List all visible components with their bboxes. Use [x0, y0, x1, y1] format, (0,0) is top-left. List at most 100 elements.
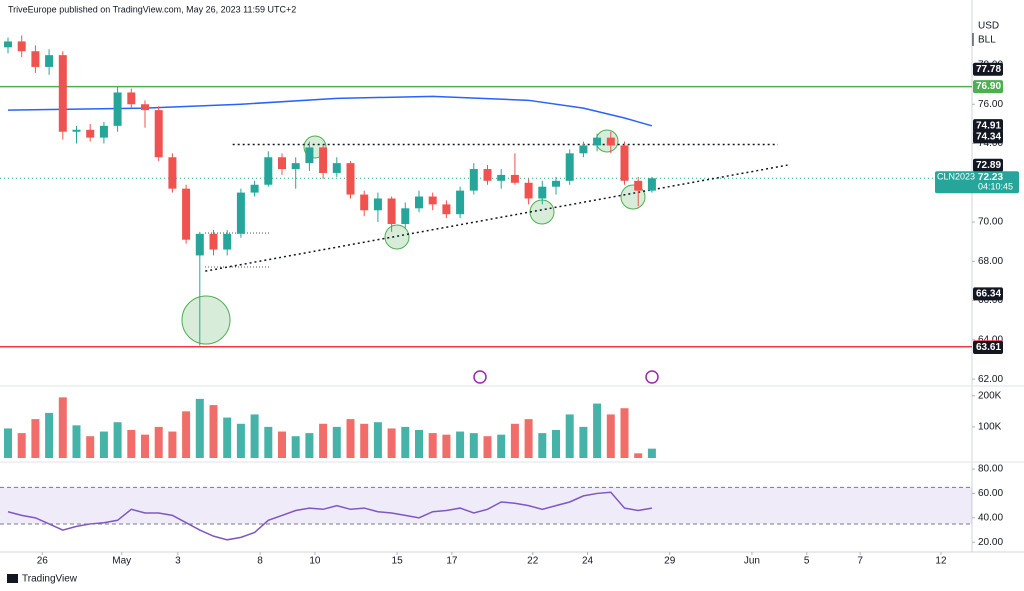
candle-body [456, 190, 465, 215]
currency: USD [978, 21, 999, 32]
candle-body [332, 163, 341, 173]
volume-bar [58, 397, 67, 458]
candle-body [524, 182, 533, 199]
candle-body [250, 184, 259, 193]
price-badge-label: 63.61 [976, 342, 1001, 353]
rsi-tick-label: 80.00 [978, 464, 1003, 475]
x-tick-label: 15 [392, 556, 404, 567]
candle-body [319, 147, 328, 173]
candle-body [305, 147, 314, 164]
circle [384, 224, 410, 250]
volume-bar [497, 434, 506, 458]
candle-body [401, 208, 410, 225]
candle-body [387, 198, 396, 225]
rsi-tick-label: 20.00 [978, 537, 1003, 548]
candle-body [168, 157, 177, 189]
circle [620, 184, 646, 210]
volume-bar [319, 423, 328, 458]
x-tick-label: Jun [744, 556, 760, 567]
y-tick-label: 76.00 [978, 99, 1003, 110]
volume-tick-label: 200K [978, 390, 1002, 401]
rsi-tick-label: 60.00 [978, 488, 1003, 499]
x-tick-label: May [112, 556, 131, 567]
candle-body [552, 180, 560, 187]
candle-body [209, 233, 218, 250]
candle-body [593, 137, 602, 146]
volume-bar [524, 419, 533, 458]
candle-body [45, 55, 54, 67]
volume-bar [305, 433, 314, 458]
candle-body [469, 169, 478, 191]
y-tick-label: 66.00 [978, 295, 1003, 306]
volume-bar [168, 431, 177, 458]
volume-bar [291, 436, 300, 458]
moving-average [7, 95, 653, 127]
volume-bar [565, 414, 574, 458]
price-badge-label: 77.78 [976, 64, 1001, 75]
candle-body [538, 186, 547, 199]
brand: TradingView [22, 574, 78, 585]
volume-bar [483, 436, 492, 458]
candle-body [182, 188, 191, 240]
volume-bar [620, 408, 629, 458]
price-badge [973, 158, 1003, 172]
volume-bar [4, 428, 12, 458]
y-tick-label: 74.00 [978, 138, 1003, 149]
candle-body [195, 233, 204, 256]
candle-body [113, 92, 122, 126]
candle-body [606, 137, 615, 146]
volume-bar [72, 425, 81, 458]
y-tick-label: 70.00 [978, 217, 1003, 228]
volume-bar [278, 431, 286, 458]
volume-bar [45, 412, 54, 458]
volume-bar [552, 430, 560, 458]
price-badge-label: 66.34 [976, 289, 1001, 300]
volume-bar [141, 434, 149, 458]
candle-body [154, 110, 163, 158]
candle-body [483, 169, 492, 181]
volume-bar [113, 422, 122, 458]
x-tick-label: 22 [527, 556, 539, 567]
annotations [181, 129, 646, 345]
header: TriveEurope published on TradingView.com… [8, 4, 296, 14]
volume-bar [373, 422, 382, 458]
event-icon[interactable] [645, 370, 659, 384]
countdown: 04:10:45 [978, 182, 1013, 192]
candle-body [72, 129, 81, 132]
volume-bar [127, 430, 136, 458]
volume-tick-label: 100K [978, 422, 1002, 433]
x-tick-label: 17 [446, 556, 458, 567]
candle-body [428, 196, 437, 205]
volume-bar [415, 430, 423, 458]
unit: BLL [978, 35, 996, 46]
price-badge-label: 72.89 [976, 160, 1001, 171]
volume-bar [360, 423, 369, 458]
volume-bar [86, 436, 95, 458]
volume-bar [456, 431, 465, 458]
price-badge [973, 80, 1003, 94]
candle-body [141, 104, 149, 111]
volume-bar [250, 414, 259, 458]
rsi-tick-label: 40.00 [978, 512, 1003, 523]
price-badge-label: 74.34 [976, 131, 1001, 142]
candle-body [99, 125, 108, 138]
volume-bar [223, 417, 232, 458]
candle-body [127, 92, 136, 105]
x-tick-label: 3 [175, 556, 181, 567]
volume-bar [593, 403, 602, 458]
y-tick-label: 64.00 [978, 334, 1003, 345]
logo [7, 574, 18, 583]
candle-body [579, 145, 588, 154]
x-tick-label: 10 [309, 556, 321, 567]
candle-body [647, 178, 656, 191]
x-tick-label: 8 [257, 556, 263, 567]
candle-body [346, 163, 355, 195]
x-tick-label: 7 [857, 556, 863, 567]
x-tick-label: 29 [664, 556, 676, 567]
candle-body [415, 196, 423, 209]
candle-body [291, 163, 300, 170]
candle-body [634, 180, 643, 191]
event-icon[interactable] [473, 370, 487, 384]
volume-bar [236, 423, 245, 458]
